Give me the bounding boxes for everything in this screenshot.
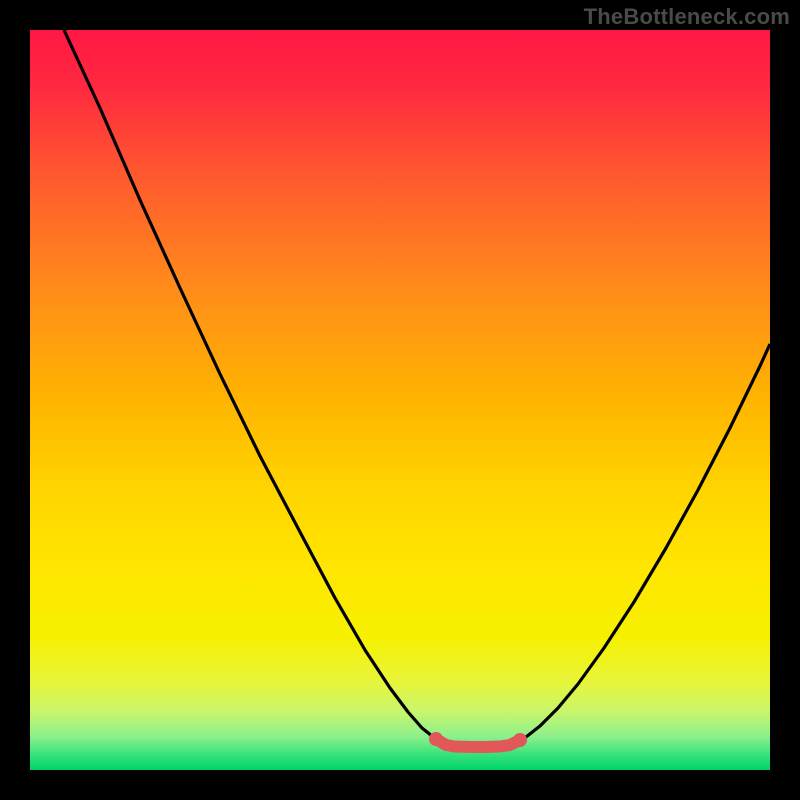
chart-frame: TheBottleneck.com: [0, 0, 800, 800]
optimal-range-highlight: [436, 739, 520, 747]
bottleneck-curve: [30, 30, 770, 770]
watermark-text: TheBottleneck.com: [584, 4, 790, 30]
curve-line: [64, 30, 770, 747]
plot-area: [30, 30, 770, 770]
highlight-endpoint-marker: [513, 733, 527, 747]
highlight-endpoint-marker: [429, 732, 443, 746]
